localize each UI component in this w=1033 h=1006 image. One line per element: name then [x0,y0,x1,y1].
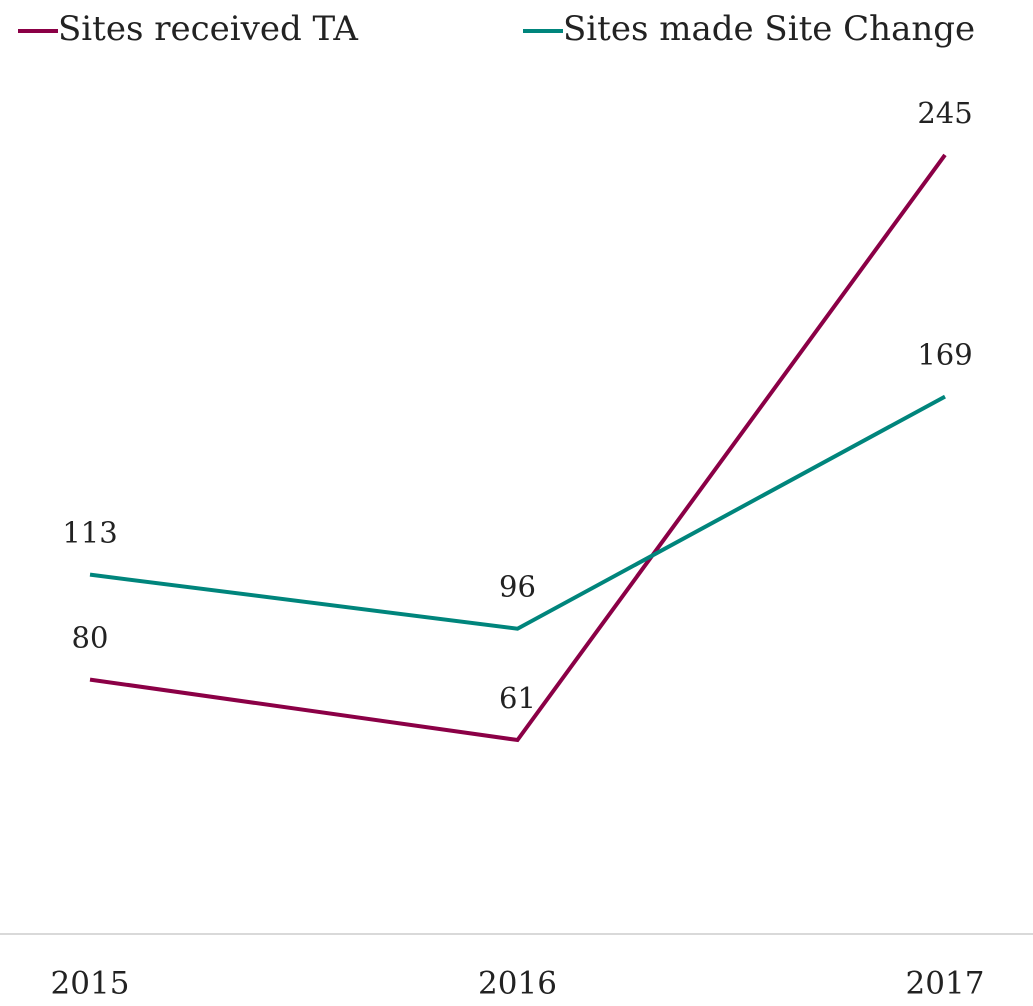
legend-label: Sites made Site Change [563,9,975,49]
data-label: 96 [499,570,536,604]
data-label: 169 [917,338,972,372]
data-label: 61 [499,681,536,715]
data-label: 245 [917,96,972,130]
legend-label: Sites received TA [58,9,358,49]
data-label: 80 [72,621,109,655]
data-label: 113 [62,516,117,550]
x-tick-label: 2015 [51,966,130,1002]
series-line [89,153,947,743]
x-tick-label: 2017 [906,966,985,1002]
series-line [89,394,946,631]
x-tick-label: 2016 [478,966,557,1002]
